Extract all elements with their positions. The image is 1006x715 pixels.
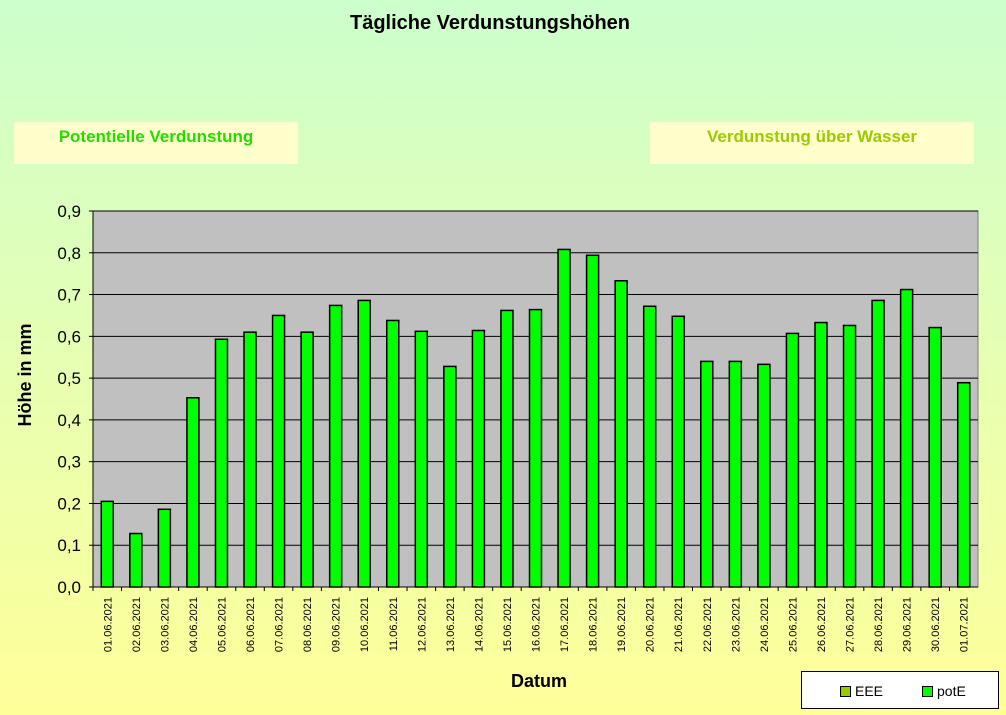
bar	[157, 508, 172, 588]
y-tick-label: 0,4	[57, 411, 81, 430]
bar	[300, 331, 314, 588]
bar	[956, 381, 971, 588]
bar	[700, 360, 714, 588]
x-tick-label: 21.06.2021	[673, 597, 685, 652]
y-tick-label: 0,8	[57, 244, 81, 263]
bar	[871, 299, 885, 588]
bar	[471, 329, 486, 588]
bar	[614, 280, 628, 588]
x-tick-label: 08.06.2021	[302, 597, 314, 652]
x-tick-label: 06.06.2021	[245, 597, 257, 652]
y-tick-label: 0,6	[57, 327, 81, 346]
x-tick-label: 01.06.2021	[102, 597, 114, 652]
x-tick-label: 22.06.2021	[702, 597, 714, 652]
legend-swatch-eee	[840, 685, 851, 697]
y-tick-label: 0,3	[57, 453, 81, 472]
legend-label-eee: EEE	[855, 683, 884, 699]
x-tick-label: 23.06.2021	[730, 597, 742, 652]
bar	[728, 360, 743, 588]
x-tick-label: 02.06.2021	[131, 597, 143, 652]
x-tick-label: 01.07.2021	[959, 597, 971, 652]
x-tick-label: 03.06.2021	[159, 597, 171, 652]
bar	[928, 326, 942, 588]
bar	[186, 396, 200, 588]
bar	[386, 319, 400, 588]
potential-evaporation-label: Potentielle Verdunstung	[14, 122, 298, 164]
bar	[500, 309, 514, 588]
x-tick-label: 30.06.2021	[930, 597, 942, 652]
x-tick-label: 27.06.2021	[845, 597, 857, 652]
bar	[414, 330, 429, 588]
y-tick-label: 0,1	[57, 536, 81, 555]
y-tick-label: 0,7	[57, 286, 81, 305]
legend-swatch-pote	[922, 685, 933, 697]
x-axis-title: Datum	[511, 671, 567, 691]
x-tick-label: 15.06.2021	[502, 597, 514, 652]
x-tick-label: 17.06.2021	[559, 597, 571, 652]
y-tick-label: 0,9	[57, 202, 81, 221]
y-tick-label: 0,0	[57, 578, 81, 597]
x-tick-label: 20.06.2021	[645, 597, 657, 652]
legend-label-pote: potE	[937, 683, 966, 699]
chart-title: Tägliche Verdunstungshöhen	[349, 12, 631, 34]
bar	[271, 314, 286, 588]
x-tick-label: 24.06.2021	[759, 597, 771, 652]
y-axis-title: Höhe in mm	[15, 323, 35, 426]
x-tick-label: 09.06.2021	[331, 597, 343, 652]
bar	[899, 288, 914, 588]
x-tick-label: 12.06.2021	[416, 597, 428, 652]
legend-item-pote: potE	[922, 683, 966, 699]
y-tick-label: 0,2	[57, 494, 81, 513]
bar	[671, 315, 685, 588]
x-tick-label: 25.06.2021	[787, 597, 799, 652]
bar	[528, 308, 543, 588]
y-tick-label: 0,5	[57, 369, 81, 388]
bar	[243, 331, 257, 588]
x-tick-label: 07.06.2021	[274, 597, 286, 652]
bar	[100, 500, 115, 588]
bar	[757, 363, 771, 588]
bar	[443, 365, 457, 588]
bar	[129, 532, 143, 588]
x-tick-label: 26.06.2021	[816, 597, 828, 652]
x-tick-label: 18.06.2021	[588, 597, 600, 652]
bar	[642, 305, 657, 588]
bar	[357, 299, 371, 588]
bar	[557, 248, 571, 588]
legend-item-eee: EEE	[840, 683, 883, 699]
bar	[842, 324, 857, 588]
bar	[214, 338, 229, 588]
x-tick-label: 19.06.2021	[616, 597, 628, 652]
bar	[328, 304, 343, 588]
x-tick-label: 29.06.2021	[902, 597, 914, 652]
x-tick-label: 05.06.2021	[216, 597, 228, 652]
bar	[814, 321, 828, 588]
chart-legend: EEE potE	[801, 671, 999, 709]
x-tick-label: 14.06.2021	[473, 597, 485, 652]
x-tick-label: 11.06.2021	[388, 597, 400, 651]
bar	[785, 332, 800, 588]
x-tick-label: 10.06.2021	[359, 597, 371, 652]
x-tick-label: 16.06.2021	[531, 597, 543, 652]
water-evaporation-label: Verdunstung über Wasser	[650, 122, 974, 164]
x-tick-label: 13.06.2021	[445, 597, 457, 652]
bar	[585, 254, 600, 588]
x-tick-label: 28.06.2021	[873, 597, 885, 652]
x-tick-label: 04.06.2021	[188, 597, 200, 652]
